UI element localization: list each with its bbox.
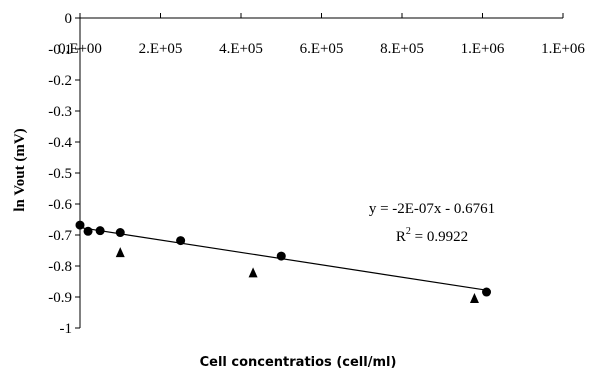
- data-point-circle: [83, 226, 93, 236]
- y-tick-label: -1: [60, 321, 73, 337]
- data-points: [75, 220, 492, 304]
- y-tick-label: -0.4: [48, 135, 72, 151]
- x-axis-title: Cell concentratios (cell/ml): [200, 355, 397, 370]
- x-tick-label: 0.E+00: [58, 41, 102, 57]
- data-point-circle: [75, 220, 85, 230]
- x-tick-label: 8.E+05: [380, 41, 424, 57]
- x-tick-label: 2.E+05: [139, 41, 183, 57]
- data-point-circle: [176, 236, 186, 246]
- y-tick-label: -0.1: [48, 42, 72, 58]
- y-tick-label: -0.5: [48, 166, 72, 182]
- data-point-triangle: [248, 267, 258, 278]
- y-axis-title: ln Vout (mV): [12, 128, 28, 211]
- y-tick-label: -0.7: [48, 228, 72, 244]
- data-point-triangle: [115, 247, 125, 258]
- x-tick-label: 1.E+06: [541, 41, 585, 57]
- data-point-circle: [115, 228, 125, 238]
- x-tick-label: 1.E+06: [461, 41, 505, 57]
- r-squared-label: R2 = 0.9922: [396, 226, 468, 245]
- y-tick-label: -0.8: [48, 259, 72, 275]
- r-squared-value: = 0.9922: [411, 229, 468, 245]
- trendline-equation: y = -2E-07x - 0.6761: [369, 201, 495, 217]
- y-tick-label: -0.6: [48, 197, 72, 213]
- data-point-circle: [482, 287, 492, 297]
- y-tick-label: -0.9: [48, 290, 72, 306]
- data-point-circle: [95, 226, 105, 236]
- x-axis-ticks: 0.E+00 2.E+05 4.E+05 6.E+05 8.E+05 1.E+06 1.E+…: [58, 13, 585, 57]
- y-tick-label: 0: [65, 11, 73, 27]
- y-axis-ticks: 0 -0.1 -0.2 -0.3 -0.4 -0.5 -0.6 -0.7 -0.8 -0.9 -1: [48, 11, 80, 337]
- data-point-triangle: [469, 293, 479, 304]
- x-tick-label: 4.E+05: [219, 41, 263, 57]
- data-point-circle: [276, 251, 286, 261]
- y-tick-label: -0.3: [48, 104, 72, 120]
- r-squared-prefix: R: [396, 229, 406, 245]
- y-tick-label: -0.2: [48, 73, 72, 89]
- x-tick-label: 6.E+05: [300, 41, 344, 57]
- plot-lines: [79, 17, 563, 328]
- r-squared-exponent: 2: [406, 226, 411, 237]
